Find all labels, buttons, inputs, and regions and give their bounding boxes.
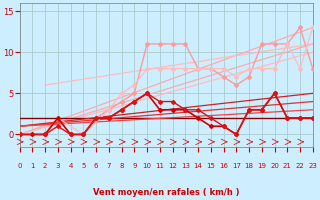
X-axis label: Vent moyen/en rafales ( km/h ): Vent moyen/en rafales ( km/h ) xyxy=(93,188,239,197)
